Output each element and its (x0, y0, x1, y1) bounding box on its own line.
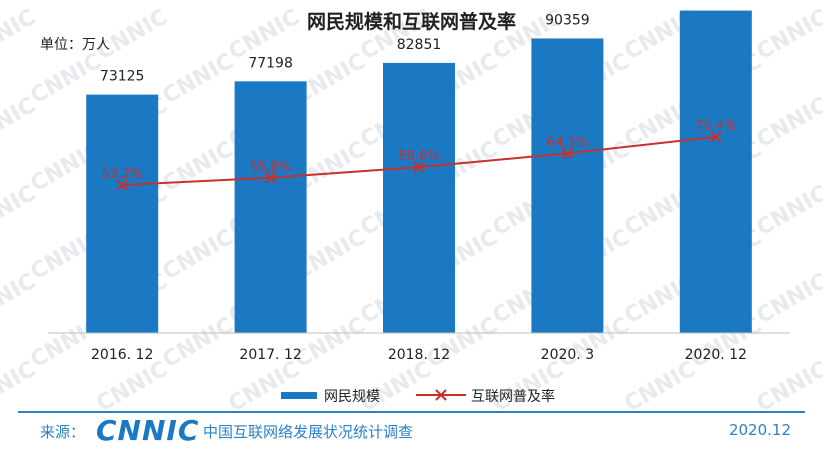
chart-title: 网民规模和互联网普及率 (307, 10, 516, 33)
line-series (116, 131, 722, 191)
footer-rule (18, 411, 805, 413)
bar-value-label: 77198 (248, 55, 293, 71)
source-label: 来源： (40, 423, 86, 441)
rate-labels: 53.2% 55.8% 59.6% 64.5% 70.4% (102, 119, 737, 182)
watermark-text: CNNIC (159, 313, 238, 373)
watermark-text: CNNIC (357, 357, 436, 417)
watermark-text: CNNIC (159, 49, 238, 109)
legend-swatch-bar (281, 392, 317, 399)
rate-point (116, 179, 128, 191)
x-tick-label: 2018. 12 (388, 347, 450, 363)
bar-value-label: 73125 (100, 69, 145, 85)
x-tick-label: 2016. 12 (91, 347, 153, 363)
watermark-text: CNNIC (753, 269, 823, 329)
bar-value-label: 90359 (545, 12, 590, 28)
bar-value-label: 98899 (694, 0, 739, 1)
rate-point (413, 161, 425, 173)
bar-labels: 73125 77198 82851 90359 98899 (100, 0, 738, 85)
x-tick-label: 2020. 12 (685, 347, 747, 363)
watermark-text: CNNIC (753, 357, 823, 417)
x-tick-label: 2017. 12 (239, 347, 301, 363)
watermark-text: CNNIC (489, 357, 568, 417)
rate-value-label: 53.2% (102, 167, 143, 182)
legend: 网民规模 互联网普及率 (281, 388, 555, 405)
rate-value-label: 64.5% (547, 135, 588, 150)
watermark-text: CNNIC (93, 357, 172, 417)
bar (531, 38, 604, 334)
rate-point (710, 131, 722, 143)
x-tick-label: 2020. 3 (541, 347, 594, 363)
bar (234, 81, 307, 333)
rate-value-label: 70.4% (695, 119, 736, 134)
watermark-text: CNNIC (753, 5, 823, 65)
footer-date: 2020.12 (728, 421, 791, 439)
watermark-text: CNNIC (93, 5, 172, 65)
rate-value-label: 55.8% (250, 160, 291, 175)
footer-org: 中国互联网络发展状况统计调查 (203, 423, 414, 441)
bar-value-label: 82851 (397, 37, 442, 53)
watermark-text: CNNIC (159, 137, 238, 197)
watermark-text: CNNIC (225, 357, 304, 417)
watermark-text: CNNIC (753, 181, 823, 241)
bar (383, 62, 455, 334)
rate-value-label: 59.6% (398, 149, 439, 164)
footer: 来源： CNNIC 中国互联网络发展状况统计调查 2020.12 (0, 411, 823, 462)
x-tick-labels: 2016. 12 2017. 12 2018. 12 2020. 3 2020. 12 (91, 347, 747, 363)
watermark-text: CNNIC (159, 225, 238, 285)
rate-point (561, 147, 574, 160)
rate-point (264, 172, 277, 184)
legend-label-bar: 网民规模 (324, 389, 380, 405)
watermark-text: CNNIC (0, 5, 40, 65)
bar (679, 10, 752, 333)
watermark-text: CNNIC (753, 93, 823, 153)
cnnic-logo: CNNIC (96, 414, 200, 447)
watermark-text: CNNIC (621, 357, 700, 417)
unit-label: 单位：万人 (40, 37, 110, 53)
bar-series (86, 10, 752, 334)
bar (86, 94, 159, 333)
legend-swatch-line (416, 389, 466, 401)
legend-label-line: 互联网普及率 (471, 388, 555, 405)
